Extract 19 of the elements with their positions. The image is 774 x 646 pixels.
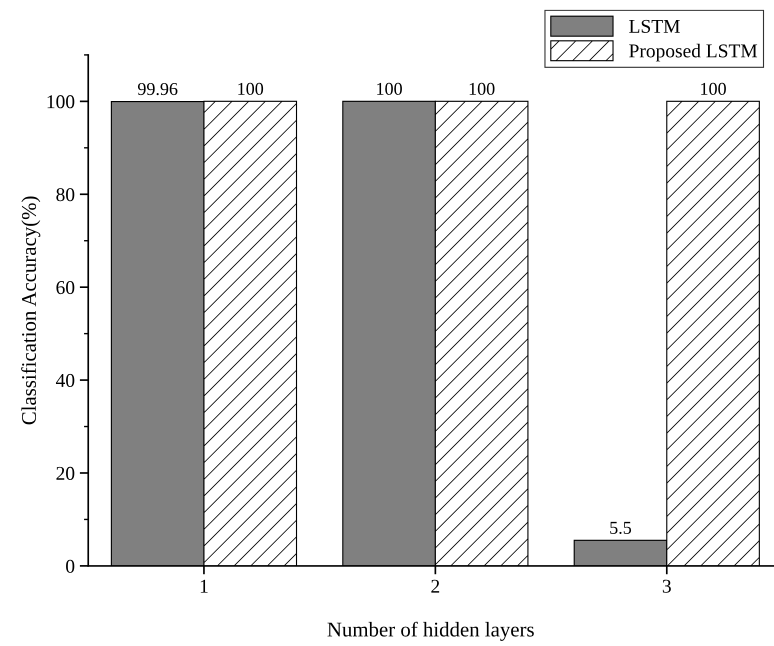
data-label: 5.5 xyxy=(610,522,632,534)
y-tick-label: 0 xyxy=(66,560,74,573)
y-tick-label: 80 xyxy=(56,188,74,202)
y-tick-label: 100 xyxy=(48,95,74,108)
legend-label: Proposed LSTM xyxy=(629,44,758,62)
data-label: 100 xyxy=(701,82,726,95)
x-tick-label: 2 xyxy=(431,580,440,593)
y-tick-label: 40 xyxy=(56,374,74,388)
y-tick-label: 20 xyxy=(56,466,74,480)
data-label: 100 xyxy=(470,82,494,95)
y-tick-label: 60 xyxy=(56,280,74,294)
x-tick-label: 3 xyxy=(662,580,671,593)
legend-label: LSTM xyxy=(629,20,680,33)
x-tick-label: 1 xyxy=(200,580,208,593)
data-label: 99.96 xyxy=(138,82,178,96)
data-label: 100 xyxy=(377,82,402,95)
x-axis-title: Number of hidden layers xyxy=(327,622,534,641)
data-label: 100 xyxy=(238,82,264,95)
y-axis-title: Classification Accuracy(%) xyxy=(21,196,40,424)
